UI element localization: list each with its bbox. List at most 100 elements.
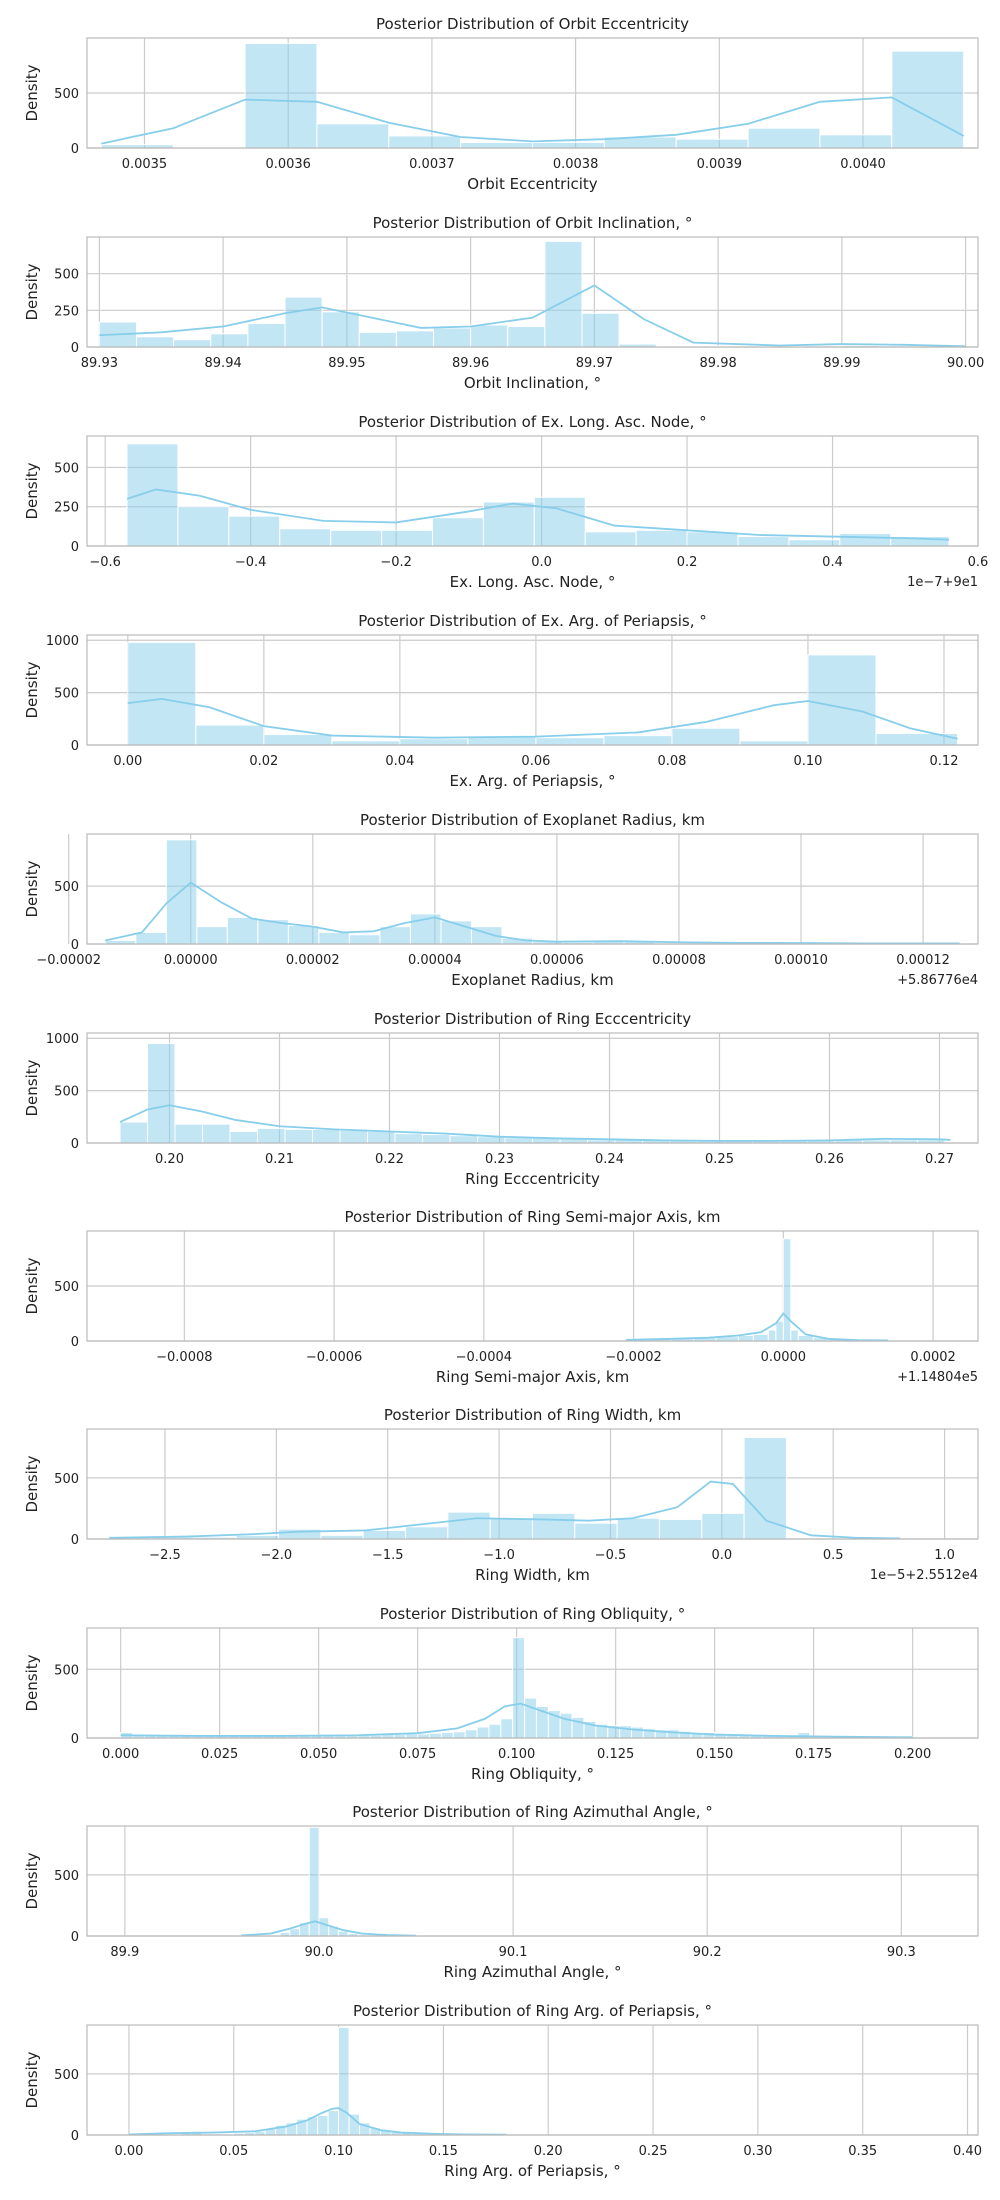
axis-offset-text: 1e−5+2.5512e4 — [870, 1568, 978, 1583]
histogram-bar — [489, 1517, 533, 1540]
histogram-bar — [433, 327, 472, 348]
x-tick-label: 0.0037 — [409, 157, 455, 172]
x-axis-label: Ex. Long. Asc. Node, ° — [450, 573, 616, 591]
subplot-4: Posterior Distribution of Ex. Arg. of Pe… — [23, 612, 979, 790]
x-axis-label: Ring Arg. of Periapsis, ° — [444, 2162, 620, 2180]
y-tick-label: 500 — [54, 1085, 79, 1100]
x-tick-label: −0.0006 — [306, 1350, 362, 1365]
y-axis-label: Density — [23, 462, 41, 519]
y-tick-label: 500 — [54, 87, 79, 102]
histogram-bar — [127, 641, 197, 746]
histogram-bar — [367, 1130, 396, 1144]
chart-title: Posterior Distribution of Orbit Eccentri… — [376, 15, 689, 33]
histogram-bar — [195, 724, 265, 746]
y-tick-label: 500 — [54, 268, 79, 283]
x-tick-label: −2.5 — [149, 1548, 181, 1563]
histogram-bar — [287, 924, 320, 945]
histogram-bar — [584, 531, 637, 547]
x-tick-label: 0.000 — [102, 1747, 139, 1762]
chart-title: Posterior Distribution of Ring Azimuthal… — [352, 1803, 713, 1821]
y-tick-label: 0 — [71, 938, 79, 953]
histogram-bar — [196, 926, 228, 945]
y-tick-label: 500 — [54, 461, 79, 476]
x-tick-label: 90.0 — [304, 1945, 333, 1960]
x-axis-label: Ex. Arg. of Periapsis, ° — [450, 772, 616, 790]
x-tick-label: 0.050 — [300, 1747, 337, 1762]
histogram-bar — [395, 330, 434, 348]
x-tick-label: 90.2 — [693, 1945, 722, 1960]
histogram-bar — [312, 1128, 341, 1144]
plot-frame — [86, 833, 979, 945]
histogram-bar — [535, 737, 605, 746]
x-tick-label: 0.0036 — [265, 157, 311, 172]
y-tick-label: 0 — [71, 142, 79, 157]
subplot-3: Posterior Distribution of Ex. Long. Asc.… — [23, 413, 988, 591]
histogram-bar — [739, 740, 809, 746]
x-tick-label: 0.025 — [201, 1747, 238, 1762]
x-tick-label: 0.24 — [595, 1152, 624, 1167]
histogram-bar — [330, 529, 383, 547]
histogram-bar — [616, 1517, 660, 1540]
histogram-bar — [743, 1437, 787, 1540]
y-tick-label: 0 — [71, 1335, 79, 1350]
x-tick-label: −0.4 — [235, 555, 267, 570]
y-tick-label: 0 — [71, 1930, 79, 1945]
y-axis-label: Density — [23, 2051, 41, 2108]
subplot-10: Posterior Distribution of Ring Azimuthal… — [23, 1803, 979, 1981]
chart-title: Posterior Distribution of Ring Ecccentri… — [374, 1010, 691, 1028]
y-tick-label: 0 — [71, 1732, 79, 1747]
x-tick-label: 0.26 — [815, 1152, 844, 1167]
x-tick-label: 0.0000 — [761, 1350, 807, 1365]
histogram-bar — [210, 333, 249, 348]
x-tick-label: 90.00 — [947, 356, 984, 371]
y-tick-label: 0 — [71, 2129, 79, 2144]
y-tick-label: 1000 — [46, 634, 79, 649]
histogram-bar — [460, 142, 534, 149]
x-tick-label: 0.08 — [657, 754, 686, 769]
histogram-bar — [533, 496, 586, 547]
histogram-bar — [177, 506, 230, 547]
kde-line — [99, 284, 966, 348]
x-tick-label: 0.30 — [743, 2144, 772, 2159]
y-tick-label: 500 — [54, 1663, 79, 1678]
x-axis-label: Ring Width, km — [475, 1566, 590, 1584]
x-axis-label: Exoplanet Radius, km — [451, 971, 613, 989]
histogram-bar — [399, 738, 469, 746]
plot-frame — [86, 1825, 979, 1937]
histogram-bar — [581, 312, 620, 348]
x-tick-label: 0.0002 — [910, 1350, 956, 1365]
x-tick-label: 89.96 — [452, 356, 489, 371]
x-tick-label: −1.5 — [372, 1548, 404, 1563]
histogram-bar — [819, 134, 893, 149]
histogram-bar — [308, 1826, 320, 1937]
subplot-5: Posterior Distribution of Exoplanet Radi… — [23, 811, 979, 989]
subplot-9: Posterior Distribution of Ring Obliquity… — [23, 1605, 979, 1783]
histogram-bar — [228, 515, 281, 547]
histogram-bar — [284, 296, 323, 348]
kde-line — [626, 1312, 889, 1342]
x-axis-label: Orbit Inclination, ° — [464, 374, 601, 392]
x-tick-label: 0.4 — [822, 555, 843, 570]
x-tick-label: 0.06 — [521, 754, 550, 769]
x-tick-label: 0.0035 — [122, 157, 168, 172]
y-tick-label: 250 — [54, 501, 79, 516]
histogram-bar — [500, 1718, 514, 1739]
x-tick-label: 90.1 — [499, 1945, 528, 1960]
histogram-bar — [559, 1712, 573, 1739]
x-tick-label: 0.20 — [534, 2144, 563, 2159]
histogram-bar — [136, 336, 175, 348]
histogram-bar — [507, 325, 546, 348]
chart-title: Posterior Distribution of Ring Obliquity… — [380, 1605, 686, 1623]
x-tick-label: 89.95 — [328, 356, 365, 371]
y-axis-label: Density — [23, 661, 41, 718]
x-tick-label: 0.0 — [711, 1548, 732, 1563]
subplot-6: Posterior Distribution of Ring Ecccentri… — [23, 1010, 979, 1188]
histogram-bar — [807, 654, 877, 746]
kde-line — [120, 1702, 913, 1739]
histogram-bar — [504, 1137, 533, 1144]
histogram-bar — [348, 934, 381, 945]
x-tick-label: 0.150 — [696, 1747, 733, 1762]
x-tick-label: 0.00 — [113, 754, 142, 769]
x-tick-label: 0.0 — [531, 555, 552, 570]
